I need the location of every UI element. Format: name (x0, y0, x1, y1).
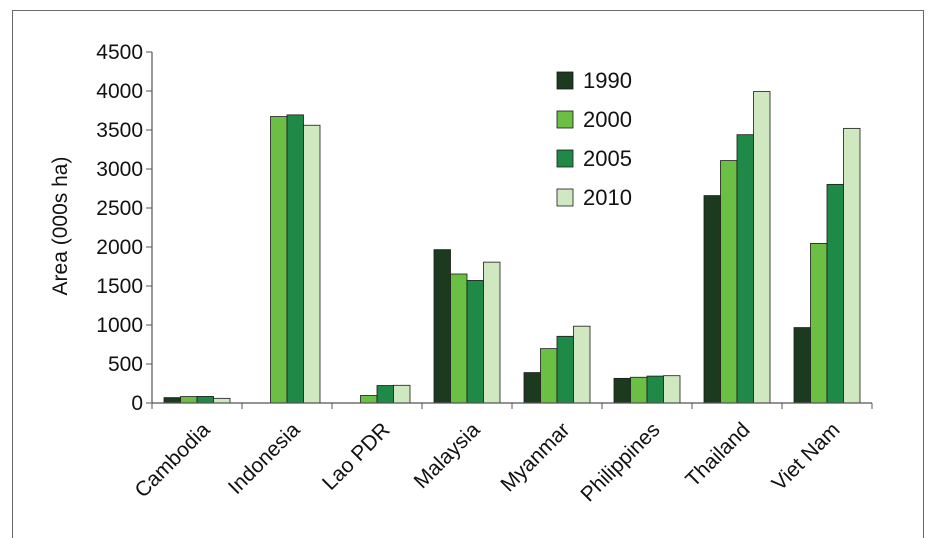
bar-2005-thailand (736, 134, 754, 404)
bar-2010-philippines (663, 375, 681, 404)
x-tick-label: Malaysia (410, 418, 485, 493)
bar-1990-viet-nam (793, 327, 811, 404)
y-tick-label: 0 (131, 392, 143, 415)
bar-1990-myanmar (523, 372, 541, 404)
y-tick-label: 1500 (96, 275, 143, 298)
bar-2000-myanmar (540, 348, 558, 404)
y-tick-label: 3500 (96, 119, 143, 142)
y-tick-label: 2000 (96, 236, 143, 259)
y-tick-label: 3000 (96, 158, 143, 181)
bar-2000-indonesia (270, 116, 288, 404)
bar-2010-thailand (753, 91, 771, 404)
bar-2010-viet-nam (843, 127, 861, 404)
bar-2005-myanmar (556, 335, 574, 404)
legend-label: 2005 (583, 146, 632, 171)
bar-2005-viet-nam (826, 183, 844, 404)
bar-2000-thailand (720, 160, 738, 404)
bar-2000-malaysia (450, 273, 468, 404)
bar-2010-lao-pdr (393, 384, 411, 404)
y-axis-label: Area (000s ha) (49, 157, 72, 296)
bar-2010-cambodia (213, 397, 231, 404)
bar-1990-cambodia (163, 397, 181, 404)
bar-1990-thailand (703, 195, 721, 404)
x-tick-label: Thailand (681, 418, 754, 491)
y-tick-label: 2500 (96, 197, 143, 220)
bar-1990-malaysia (433, 249, 451, 404)
y-tick-label: 4500 (96, 41, 143, 64)
chart-frame (12, 10, 924, 538)
x-tick-label: Myanmar (496, 418, 574, 496)
x-tick-label: Viet Nam (767, 418, 844, 495)
x-tick-label: Lao PDR (318, 418, 395, 495)
y-tick-label: 1000 (96, 314, 143, 337)
bar-2000-lao-pdr (360, 395, 378, 404)
legend-label: 2010 (583, 185, 632, 210)
bar-2000-philippines (630, 376, 648, 404)
x-tick-label: Indonesia (224, 418, 305, 499)
axes (151, 52, 873, 409)
legend: 1990 2000 2005 2010 (556, 68, 632, 210)
legend-swatch (556, 188, 574, 207)
y-tick-label: 500 (108, 353, 143, 376)
x-tick-label: Cambodia (131, 418, 215, 502)
bar-2010-myanmar (573, 325, 591, 404)
bar-2005-lao-pdr (376, 385, 394, 404)
legend-swatch (556, 110, 574, 129)
bar-2005-philippines (646, 375, 664, 404)
bar-2005-cambodia (196, 396, 214, 404)
y-tick-label: 4000 (96, 80, 143, 103)
bar-1990-philippines (613, 377, 631, 404)
x-axis-labels: Cambodia Indonesia Lao PDR Malaysia Myanmar P… (131, 418, 845, 506)
legend-label: 1990 (583, 68, 632, 93)
bar-2000-viet-nam (810, 243, 828, 404)
bar-2005-indonesia (286, 114, 304, 404)
legend-swatch (556, 149, 574, 168)
bar-2000-cambodia (180, 396, 198, 404)
bar-2005-malaysia (466, 280, 484, 404)
x-tick-label: Philippines (576, 418, 664, 506)
legend-label: 2000 (583, 107, 632, 132)
bar-2010-indonesia (303, 124, 321, 404)
bar-2010-malaysia (483, 261, 501, 404)
bars (163, 91, 861, 404)
legend-swatch (556, 71, 574, 90)
y-axis-ticks: 0 500 1000 1500 2000 2500 3000 3500 4000 4500 (96, 41, 152, 415)
